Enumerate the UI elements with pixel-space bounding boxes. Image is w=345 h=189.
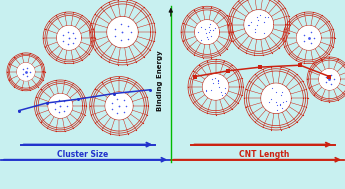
- Text: Binding Energy: Binding Energy: [157, 50, 164, 111]
- Text: Cluster Size: Cluster Size: [57, 149, 108, 159]
- Text: CNT Length: CNT Length: [239, 149, 289, 159]
- Polygon shape: [204, 75, 228, 99]
- Polygon shape: [49, 94, 72, 117]
- Polygon shape: [196, 21, 218, 43]
- Polygon shape: [58, 26, 80, 49]
- Polygon shape: [106, 93, 132, 119]
- Polygon shape: [245, 11, 273, 38]
- Polygon shape: [319, 70, 339, 89]
- Polygon shape: [108, 18, 137, 47]
- Polygon shape: [297, 26, 320, 49]
- Polygon shape: [18, 64, 34, 80]
- Polygon shape: [262, 84, 290, 112]
